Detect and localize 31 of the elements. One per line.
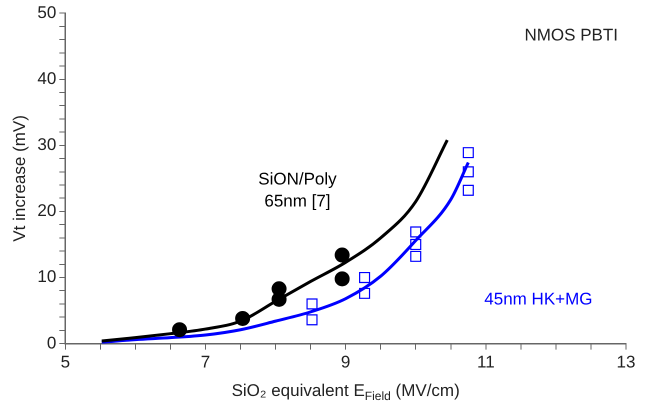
point (410, 250, 422, 262)
x-tick-label: 7 (200, 352, 210, 372)
point (306, 314, 318, 326)
y-axis-title: Vt increase (mV) (10, 115, 29, 242)
x-tick-label: 13 (616, 352, 636, 372)
y-tick-label: 10 (37, 267, 56, 286)
y-tick-label: 30 (37, 135, 56, 154)
y-tick-label: 20 (37, 201, 56, 220)
y-tick-label: 0 (46, 333, 56, 352)
x-tick-label: 11 (477, 352, 495, 372)
line-series (100, 138, 449, 342)
x-tick-label: 5 (60, 352, 70, 372)
text: 45nm HK+MG (484, 290, 592, 308)
line-series (100, 161, 470, 344)
point (334, 271, 350, 286)
y-tick-label: 50 (37, 2, 56, 22)
point (410, 226, 422, 238)
point (359, 288, 370, 299)
point (359, 272, 370, 284)
annotation: NMOS PBTI (524, 25, 618, 44)
point (462, 184, 474, 196)
x-tick-label: 9 (340, 352, 350, 372)
y-tick-label: 40 (37, 68, 56, 88)
point (462, 147, 474, 158)
point (410, 238, 422, 250)
point (462, 166, 474, 178)
point (172, 322, 188, 338)
point (306, 298, 318, 310)
text: SiON/Poly 65nm [7] (258, 170, 338, 211)
point (334, 248, 350, 263)
point (235, 310, 250, 326)
